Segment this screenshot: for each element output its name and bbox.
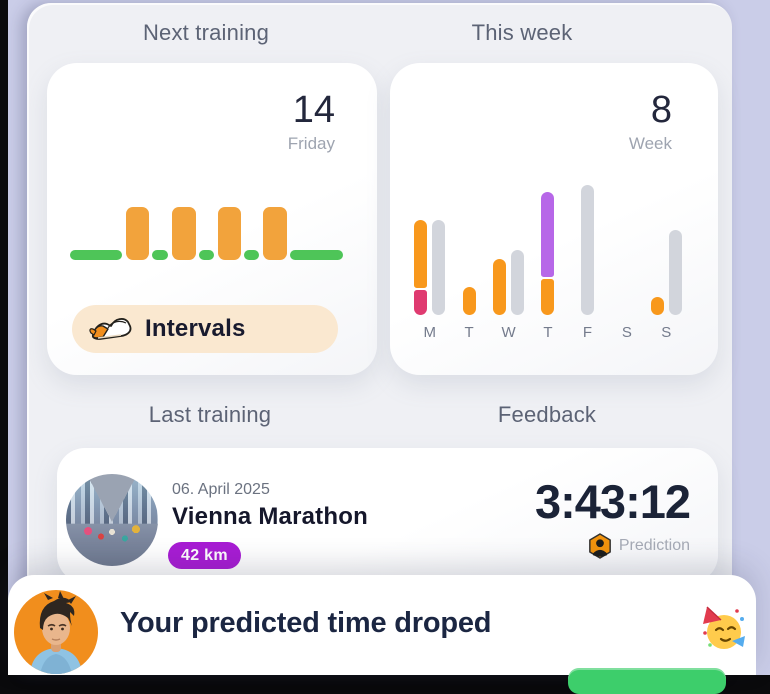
week-day-column: W	[489, 63, 528, 349]
section-header-last-training: Last training	[148, 402, 272, 427]
interval-segment-rest	[199, 250, 214, 260]
race-photo	[66, 474, 158, 566]
workout-type-label: Intervals	[145, 315, 246, 342]
section-header-next-training: Next training	[142, 20, 270, 45]
week-bar-actual	[650, 296, 664, 315]
interval-segment-rest	[152, 250, 168, 260]
notification-title: Your predicted time droped	[120, 607, 492, 639]
next-training-date-block: 14 Friday	[288, 91, 335, 154]
week-bar-planned	[668, 229, 682, 315]
week-bar-planned	[432, 219, 446, 315]
week-day-label: M	[423, 323, 436, 341]
week-day-column: S	[607, 63, 646, 349]
interval-segment-work	[217, 207, 241, 260]
week-day-column: M	[410, 63, 449, 349]
workout-type-pill[interactable]: Intervals	[72, 305, 338, 353]
primary-action-button[interactable]	[568, 668, 726, 694]
week-number-block: 8 Week	[629, 91, 672, 154]
section-header-this-week: This week	[471, 20, 573, 45]
week-bar-actual	[414, 219, 428, 315]
last-training-title: Vienna Marathon	[172, 503, 368, 530]
interval-segment-rest	[290, 250, 343, 260]
interval-segment-work	[125, 207, 149, 260]
week-number: 8	[650, 89, 672, 131]
interval-segment-work	[262, 207, 287, 260]
notification-sheet[interactable]: Your predicted time droped	[8, 575, 756, 694]
last-training-card[interactable]: 06. April 2025 Vienna Marathon 42 km 3:4…	[57, 448, 718, 583]
week-bar-actual	[462, 286, 476, 315]
prediction-hexagon-badge-icon	[588, 533, 611, 559]
distance-badge: 42 km	[168, 542, 241, 569]
week-day-label: F	[582, 323, 592, 341]
user-avatar	[14, 590, 98, 674]
next-training-card[interactable]: 14 Friday Intervals	[47, 63, 377, 375]
week-bar-actual	[493, 258, 507, 315]
week-day-label: S	[621, 323, 632, 341]
week-day-label: W	[501, 323, 516, 341]
last-training-date: 06. April 2025	[172, 481, 270, 498]
feedback-block: 3:43:12 Prediction	[535, 475, 691, 559]
week-day-label: S	[661, 323, 672, 341]
week-bar-actual	[541, 191, 555, 315]
distance-value: 42 km	[181, 546, 228, 564]
week-bar-planned	[511, 249, 525, 315]
section-header-feedback: Feedback	[497, 402, 597, 427]
next-training-day-number: 14	[292, 89, 335, 131]
week-day-column: S	[647, 63, 686, 349]
week-day-column: T	[528, 63, 567, 349]
interval-segment-rest	[244, 250, 259, 260]
week-day-label: T	[543, 323, 553, 341]
prediction-row: Prediction	[535, 533, 690, 559]
interval-segment-work	[171, 207, 196, 260]
week-label: Week	[628, 134, 672, 153]
predicted-time-value: 3:43:12	[535, 475, 691, 528]
interval-workout-chart	[70, 207, 346, 260]
running-shoe-icon	[89, 318, 132, 340]
party-face-emoji-icon	[703, 606, 745, 649]
week-day-label: T	[464, 323, 474, 341]
week-bar-planned	[580, 184, 594, 315]
interval-segment-rest	[70, 250, 122, 260]
next-training-day-name: Friday	[287, 134, 335, 153]
this-week-card[interactable]: 8 Week M T W T F S S	[390, 63, 718, 375]
week-day-column: T	[449, 63, 488, 349]
prediction-label: Prediction	[618, 537, 690, 554]
avatar-portrait-icon	[30, 591, 82, 674]
week-day-column: F	[568, 63, 607, 349]
